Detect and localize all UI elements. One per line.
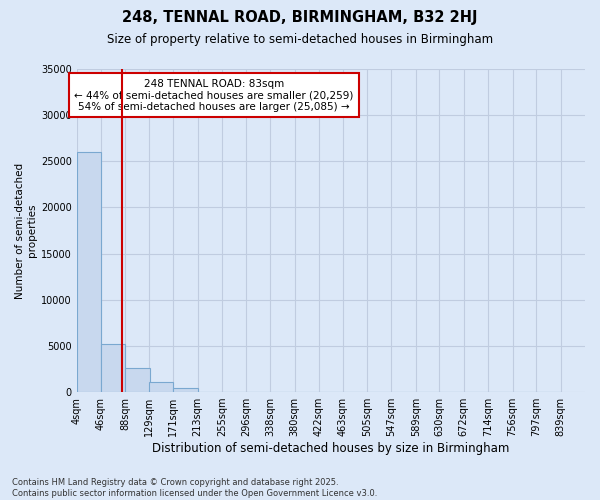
X-axis label: Distribution of semi-detached houses by size in Birmingham: Distribution of semi-detached houses by … (152, 442, 509, 455)
Text: 248 TENNAL ROAD: 83sqm
← 44% of semi-detached houses are smaller (20,259)
54% of: 248 TENNAL ROAD: 83sqm ← 44% of semi-det… (74, 78, 353, 112)
Text: 248, TENNAL ROAD, BIRMINGHAM, B32 2HJ: 248, TENNAL ROAD, BIRMINGHAM, B32 2HJ (122, 10, 478, 25)
Y-axis label: Number of semi-detached
properties: Number of semi-detached properties (15, 162, 37, 298)
Bar (149, 382, 173, 392)
Bar (101, 344, 125, 392)
Text: Size of property relative to semi-detached houses in Birmingham: Size of property relative to semi-detach… (107, 32, 493, 46)
Bar (125, 368, 149, 392)
Text: Contains HM Land Registry data © Crown copyright and database right 2025.
Contai: Contains HM Land Registry data © Crown c… (12, 478, 377, 498)
Bar (77, 152, 101, 392)
Bar (173, 388, 197, 392)
